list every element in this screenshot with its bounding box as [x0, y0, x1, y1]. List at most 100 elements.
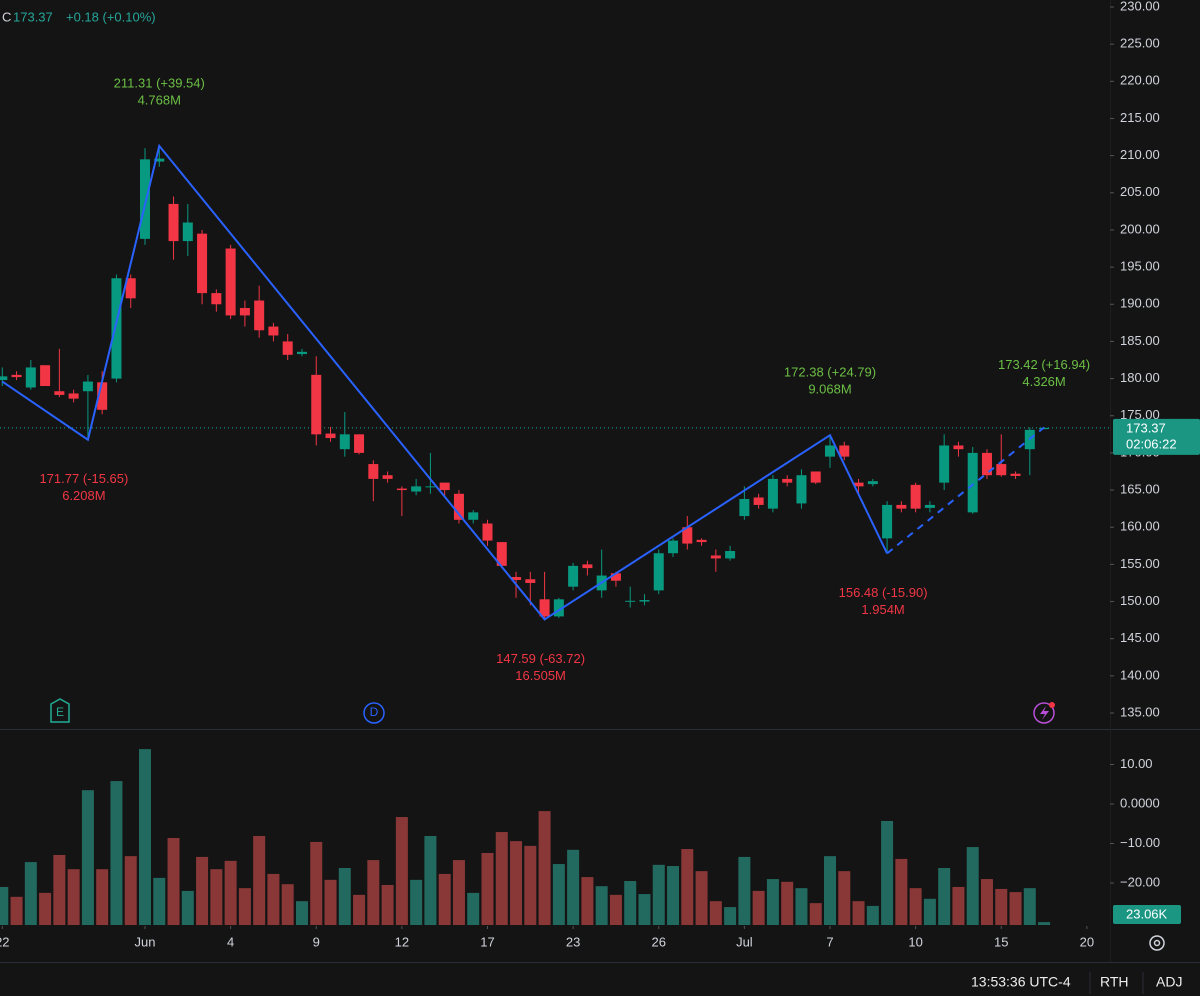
- candle-body: [139, 159, 150, 239]
- header-change: +0.18 (+0.10%): [66, 9, 156, 24]
- candle-body: [453, 493, 464, 520]
- candle-body: [111, 278, 122, 379]
- candle-body: [625, 600, 636, 602]
- candle-body: [182, 222, 193, 242]
- x-tick-label: 15: [994, 934, 1008, 949]
- event-icon: [50, 698, 70, 723]
- pivot-volume: 9.068M: [808, 382, 851, 397]
- candle-body: [725, 551, 736, 559]
- volume-bar: [24, 862, 37, 925]
- candle-body: [953, 445, 964, 450]
- volume-bar: [781, 881, 794, 925]
- volume-bar: [652, 864, 665, 925]
- volume-bar: [795, 888, 808, 925]
- volume-bar: [866, 905, 879, 925]
- y-tick-label: 140.00: [1120, 667, 1160, 682]
- volume-bar: [752, 890, 765, 925]
- event-earnings[interactable]: E: [50, 698, 70, 723]
- volume-bar: [267, 873, 280, 925]
- volume-bar: [410, 879, 423, 925]
- candle-body: [696, 539, 707, 543]
- y-tick-label: 135.00: [1120, 704, 1160, 719]
- candle-body: [225, 248, 236, 316]
- footer-time[interactable]: 13:53:36 UTC-4: [971, 974, 1071, 990]
- event-icon: [363, 702, 385, 724]
- pivot-label: 147.59 (-63.72): [496, 651, 585, 666]
- candle-body: [668, 540, 679, 554]
- last-price-label: 173.37: [1126, 420, 1166, 435]
- volume-bar: [238, 888, 251, 925]
- volume-bar: [695, 871, 708, 925]
- footer-session[interactable]: RTH: [1100, 974, 1129, 990]
- volume-bar: [138, 749, 151, 925]
- header-close: 173.37: [13, 9, 53, 24]
- footer-adjust[interactable]: ADJ: [1156, 974, 1182, 990]
- volume-bar: [638, 894, 651, 925]
- volume-bar: [281, 884, 294, 925]
- pivot-volume: 4.768M: [138, 92, 181, 107]
- volume-bar: [595, 886, 608, 925]
- volume-bar: [10, 896, 23, 925]
- volume-bar: [538, 811, 551, 925]
- volume-bar: [353, 894, 366, 925]
- candle-body: [767, 478, 778, 509]
- candle-body: [396, 488, 407, 491]
- candle-body: [197, 233, 208, 294]
- candle-body: [810, 471, 821, 483]
- candle-body: [511, 577, 522, 580]
- volume-bar: [110, 781, 123, 925]
- candle-body: [939, 445, 950, 483]
- candle-body: [468, 512, 479, 520]
- volume-bar: [424, 835, 437, 925]
- candle-body: [11, 374, 22, 378]
- candle-body: [411, 486, 422, 492]
- event-lightning[interactable]: [1033, 702, 1055, 724]
- x-tick-label: 23: [566, 934, 580, 949]
- candle-body: [325, 433, 336, 439]
- candle-body: [25, 367, 36, 388]
- candle-body: [568, 565, 579, 587]
- y-tick-label: 150.00: [1120, 593, 1160, 608]
- candle-body: [825, 445, 836, 457]
- x-tick-label: 22: [0, 934, 10, 949]
- candle-body: [653, 553, 664, 591]
- volume-bar: [224, 860, 237, 925]
- y-tick-label: 225.00: [1120, 36, 1160, 51]
- pivot-volume: 1.954M: [861, 602, 904, 617]
- candle-body: [525, 579, 536, 583]
- pivot-label: 173.42 (+16.94): [998, 357, 1090, 372]
- volume-bar: [923, 898, 936, 925]
- header-prefix: C: [2, 9, 11, 24]
- volume-bar: [952, 886, 965, 925]
- volume-bar: [510, 841, 523, 925]
- volume-bar: [809, 903, 822, 925]
- candle-body: [796, 475, 807, 504]
- volume-bar: [766, 879, 779, 925]
- x-tick-label: Jun: [135, 934, 156, 949]
- x-tick-label: 17: [480, 934, 494, 949]
- pivot-label: 211.31 (+39.54): [114, 75, 205, 90]
- volume-bar: [181, 890, 194, 925]
- candle-body: [296, 351, 307, 355]
- settings-button[interactable]: [1149, 935, 1165, 951]
- y-tick-label: 185.00: [1120, 333, 1160, 348]
- y-tick-label: 195.00: [1120, 259, 1160, 274]
- volume-bar: [667, 866, 680, 925]
- pivot-label: 156.48 (-15.90): [839, 585, 928, 600]
- y-tick-label: 200.00: [1120, 221, 1160, 236]
- y-tick-label: 180.00: [1120, 370, 1160, 385]
- y-tick-label: 230.00: [1120, 0, 1160, 13]
- pivot-label: 172.38 (+24.79): [784, 365, 876, 380]
- volume-last-box: [1113, 905, 1181, 924]
- gear: [1149, 935, 1165, 951]
- candle-body: [311, 374, 322, 435]
- zigzag-line: [1, 143, 888, 621]
- volume-bar: [895, 858, 908, 925]
- candle-body: [496, 542, 507, 566]
- candle-body: [910, 484, 921, 509]
- event-dividend[interactable]: D: [363, 702, 385, 724]
- candle-body: [125, 278, 136, 299]
- candle-body: [425, 486, 436, 488]
- volume-bar: [609, 894, 622, 925]
- candle-body: [896, 504, 907, 509]
